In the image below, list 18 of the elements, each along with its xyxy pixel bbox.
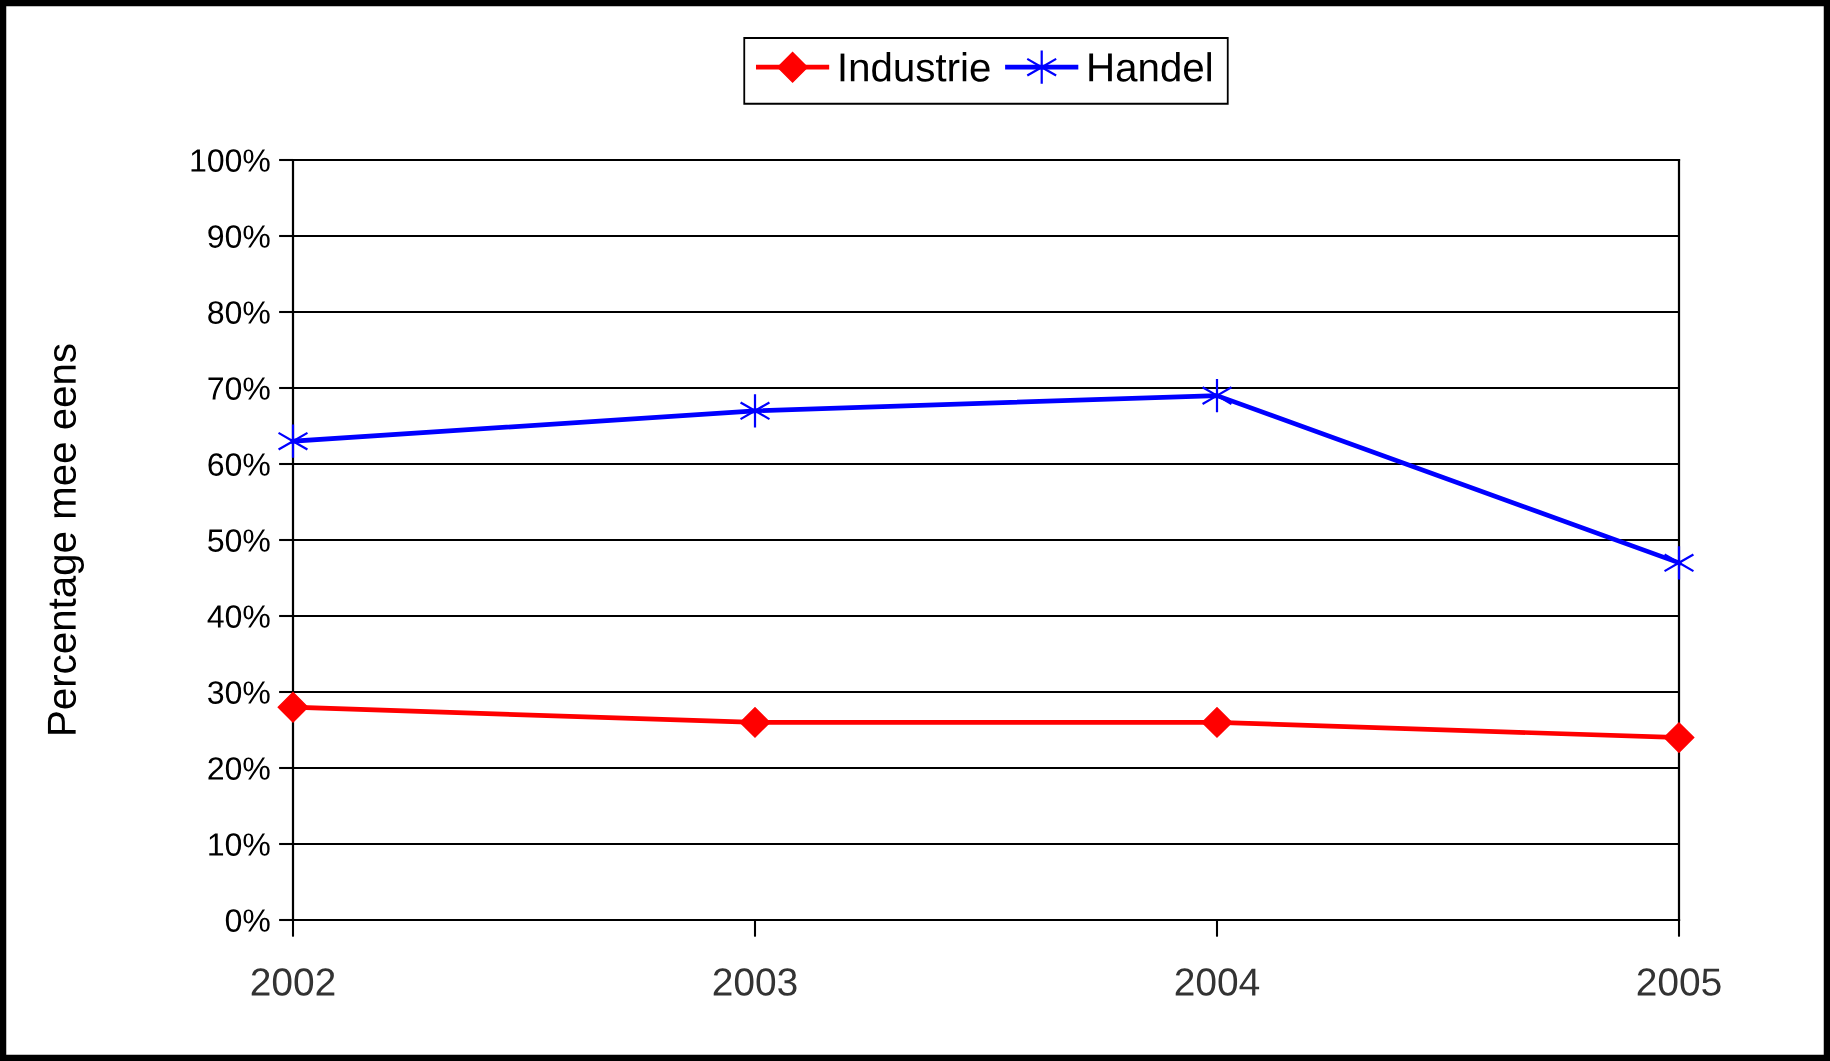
y-tick-label: 0% bbox=[225, 909, 270, 932]
y-axis-title: Percentage mee eens bbox=[47, 344, 84, 734]
legend-label: Handel bbox=[1089, 52, 1211, 82]
y-tick-label: 20% bbox=[208, 757, 270, 780]
x-tick-label: 2005 bbox=[1637, 968, 1721, 996]
y-tick-label: 60% bbox=[208, 453, 270, 476]
y-tick-label: 30% bbox=[208, 681, 270, 704]
y-tick-label: 50% bbox=[208, 529, 270, 552]
y-tick-label: 90% bbox=[208, 225, 270, 248]
x-tick-label: 2003 bbox=[713, 968, 797, 996]
x-tick-label: 2004 bbox=[1175, 968, 1260, 996]
y-tick-label: 100% bbox=[191, 149, 270, 172]
y-tick-label: 10% bbox=[209, 833, 270, 856]
x-tick-label: 2002 bbox=[251, 968, 335, 996]
y-tick-label: 40% bbox=[207, 605, 270, 628]
legend-label: Industrie bbox=[840, 52, 990, 82]
y-tick-label: 80% bbox=[208, 301, 270, 324]
y-tick-label: 70% bbox=[208, 377, 270, 400]
